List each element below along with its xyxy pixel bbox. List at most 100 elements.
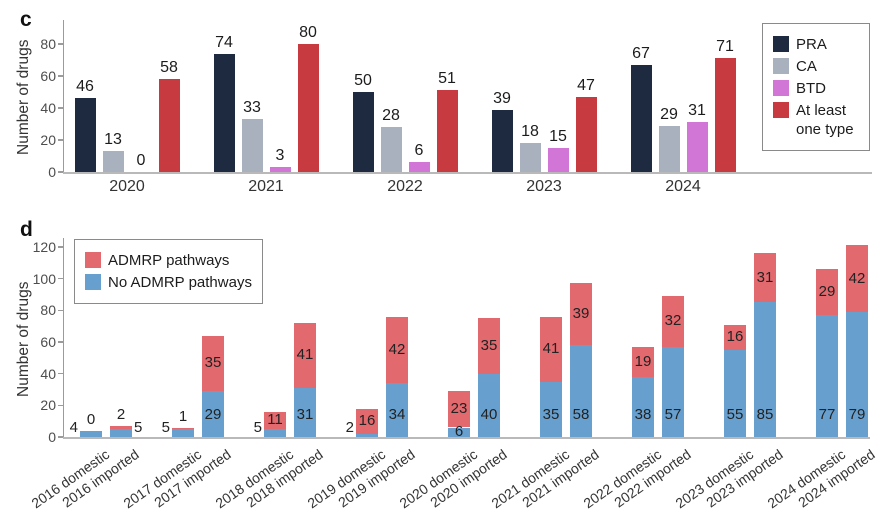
legend-label: No ADMRP pathways [108,274,252,291]
stack-2016-imported-admrp [110,425,132,430]
bar-value-label: 51 [438,70,456,88]
panel-d-x-axis [62,437,870,439]
legend-item-pra: PRA [773,35,859,54]
legend-swatch-pra [773,36,789,52]
bar-btd-2021 [269,167,291,172]
stack-2019-domestic-no-admrp [356,433,378,437]
stack-value-label: 32 [664,312,682,330]
bar-at-least-one-type-2023 [575,96,597,172]
stack-value-label: 42 [388,340,406,358]
bar-value-label: 0 [136,152,146,169]
bar-value-label: 39 [493,89,511,107]
stack-value-label: 40 [480,406,498,423]
panel-c-y-axis [62,20,64,173]
bar-ca-2024 [658,125,680,172]
stack-2017-imported-no-admrp [202,391,224,437]
stack-value-label: 6 [454,423,464,441]
bar-value-label: 80 [299,24,317,41]
stack-value-label: 79 [848,406,866,423]
panel-d-tick [57,436,63,438]
stack-value-label: 19 [634,352,652,370]
stack-value-label: 77 [818,406,836,423]
stack-2021-domestic-admrp [540,316,562,382]
bar-value-label: 29 [660,105,678,123]
stack-value-label: 16 [358,412,376,430]
stack-2020-domestic-no-admrp [448,427,470,437]
bar-pra-2021 [213,53,235,172]
panel-c-category-label: 2021 [248,178,284,195]
stack-2018-imported-admrp [294,323,316,388]
bar-value-label: 50 [354,72,372,89]
stack-2020-imported-no-admrp [478,373,500,437]
stack-value-label: 2 [345,419,354,436]
stack-2022-domestic-no-admrp [632,376,654,437]
legend-label: BTD [796,80,826,97]
bar-value-label: 6 [414,142,424,160]
panel-c-category-label: 2022 [387,178,423,195]
legend-label: At least one type [796,102,854,138]
stack-2023-imported-no-admrp [754,302,776,437]
panel-c-category-label: 2020 [109,178,145,195]
bar-btd-2024 [686,122,708,172]
stack-2018-imported-no-admrp [294,387,316,437]
panel-c-tick [57,107,63,109]
stack-2023-imported-admrp [754,253,776,303]
bar-pra-2022 [352,92,374,172]
stack-2016-domestic-no-admrp [80,430,102,437]
stack-2024-domestic-no-admrp [816,315,838,437]
bar-ca-2022 [380,127,402,172]
stack-2018-domestic-no-admrp [264,429,286,437]
stack-2022-imported-admrp [662,296,684,347]
panel-c-tick-label: 40 [40,100,56,116]
stack-2019-imported-admrp [386,316,408,384]
stack-value-label: 35 [480,336,498,354]
stack-2018-domestic-admrp [264,411,286,430]
legend-swatch-btd [773,80,789,96]
panel-d-tick [57,341,63,343]
stack-2019-domestic-admrp [356,408,378,434]
bar-value-label: 46 [76,78,94,96]
stack-value-label: 23 [450,400,468,418]
bar-ca-2021 [241,119,263,172]
bar-value-label: 47 [577,76,595,94]
stack-value-label: 31 [296,406,314,423]
panel-d-tick [57,404,63,407]
stack-2017-imported-admrp [202,335,224,392]
panel-c-x-axis [62,172,872,174]
stack-value-label: 2 [116,405,126,423]
stack-2021-imported-admrp [570,283,592,346]
panel-c-tick-label: 80 [40,36,56,52]
bar-ca-2020 [102,151,124,172]
panel-d-tick-label: 0 [48,429,56,445]
panel-c-tick [57,75,63,77]
stack-value-label: 29 [818,283,836,301]
bar-value-label: 15 [549,128,567,145]
legend-label: CA [796,58,817,75]
bar-at-least-one-type-2022 [436,90,458,172]
legend-label: ADMRP pathways [108,252,230,269]
stack-2020-domestic-admrp [448,391,470,428]
bar-value-label: 74 [215,33,233,51]
stack-2023-domestic-admrp [724,324,746,350]
bar-value-label: 3 [275,147,285,165]
stack-value-label: 29 [204,406,222,423]
stack-value-label: 85 [756,406,774,423]
bar-pra-2024 [630,64,652,172]
panel-c-category-label: 2023 [526,178,562,195]
bar-at-least-one-type-2020 [158,79,180,172]
stack-value-label: 58 [572,406,590,423]
legend-label: PRA [796,36,827,53]
legend-item-at-least-one-type: At least one type [773,101,859,139]
bar-pra-2020 [74,98,96,172]
legend-swatch-at-least-one-type [773,102,789,118]
stack-2023-domestic-no-admrp [724,349,746,437]
bar-at-least-one-type-2024 [714,58,736,172]
stack-2024-imported-no-admrp [846,311,868,437]
bar-value-label: 13 [104,131,122,149]
panel-c-tick [57,171,63,173]
bar-btd-2022 [408,162,430,172]
panel-d-tick-label: 60 [40,334,56,351]
stack-value-label: 1 [178,407,188,425]
stack-2019-imported-no-admrp [386,383,408,437]
